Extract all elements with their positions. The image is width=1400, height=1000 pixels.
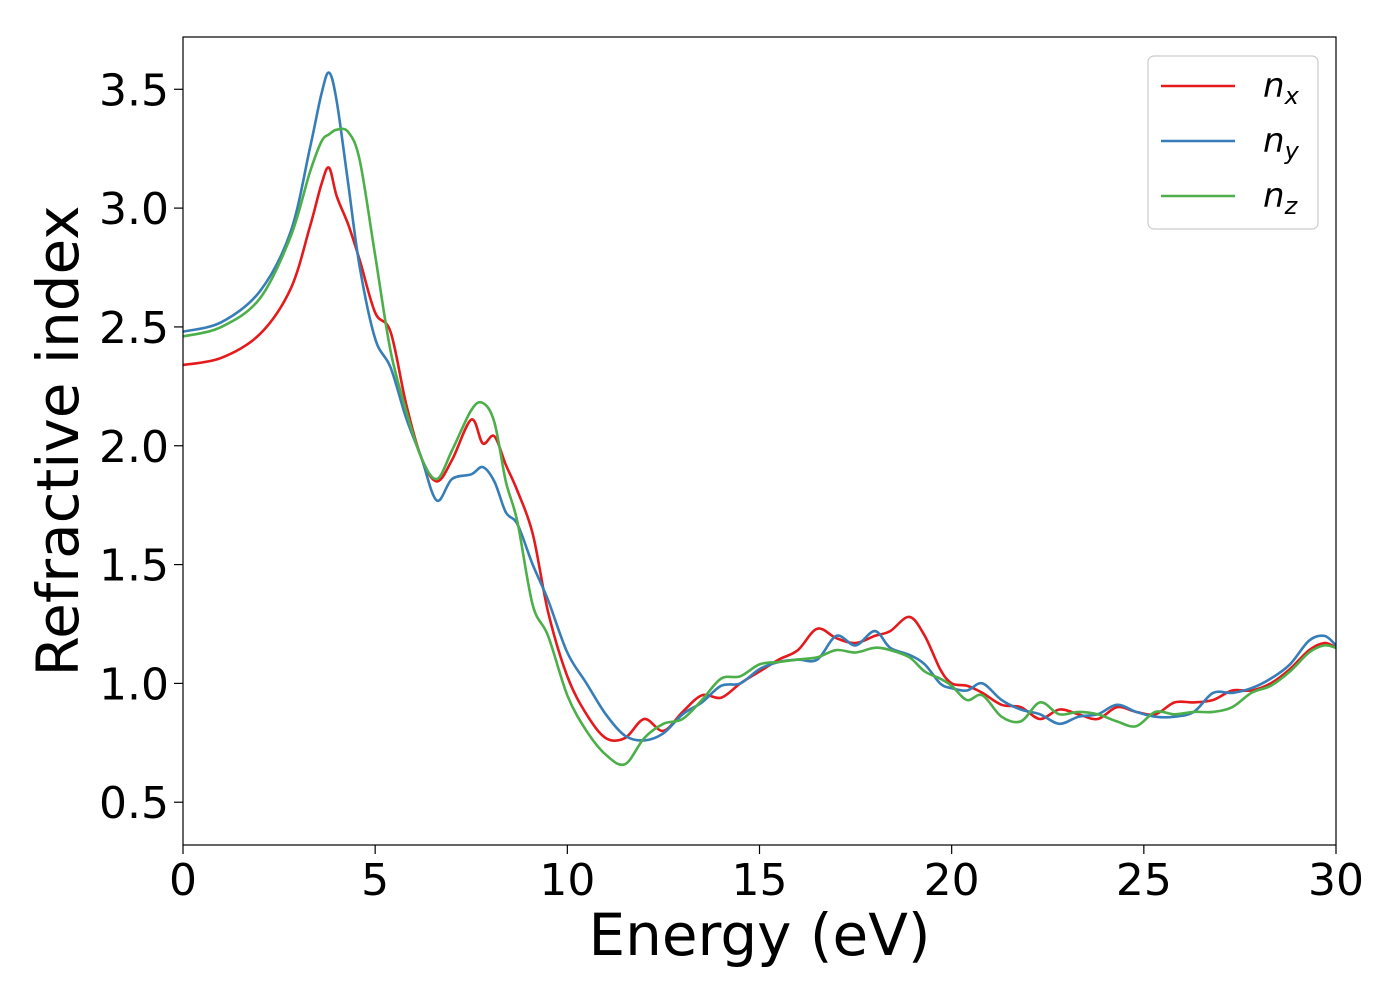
series-line-nz bbox=[183, 127, 1336, 767]
y-axis-label: Refractive index bbox=[24, 205, 92, 676]
y-axis: 0.5 1.0 1.5 2.0 2.5 3.0 3.5 bbox=[99, 65, 183, 829]
x-tick-label: 0 bbox=[169, 855, 197, 906]
y-tick-label: 3.0 bbox=[99, 184, 169, 235]
y-tick-label: 2.0 bbox=[99, 422, 169, 473]
x-axis-label: Energy (eV) bbox=[588, 901, 930, 969]
legend: nx ny nz bbox=[1147, 55, 1319, 230]
legend-frame bbox=[1147, 55, 1319, 230]
series-line-ny bbox=[183, 71, 1336, 742]
x-tick-label: 20 bbox=[924, 855, 980, 906]
y-tick-label: 3.5 bbox=[99, 65, 169, 116]
x-tick-label: 30 bbox=[1308, 855, 1364, 906]
y-tick-label: 1.0 bbox=[99, 659, 169, 710]
x-tick-label: 10 bbox=[539, 855, 595, 906]
legend-label-ny: ny bbox=[1263, 121, 1300, 165]
plot-area bbox=[183, 37, 1336, 845]
x-axis: 0 5 10 15 20 25 30 bbox=[169, 845, 1364, 906]
x-tick-label: 5 bbox=[361, 855, 389, 906]
series-layer bbox=[183, 71, 1336, 767]
legend-label-nz: nz bbox=[1263, 176, 1299, 220]
x-tick-label: 15 bbox=[732, 855, 788, 906]
legend-label-nx: nx bbox=[1263, 66, 1300, 110]
y-tick-label: 1.5 bbox=[99, 541, 169, 592]
y-tick-label: 2.5 bbox=[99, 303, 169, 354]
x-tick-label: 25 bbox=[1116, 855, 1172, 906]
y-tick-label: 0.5 bbox=[99, 778, 169, 829]
